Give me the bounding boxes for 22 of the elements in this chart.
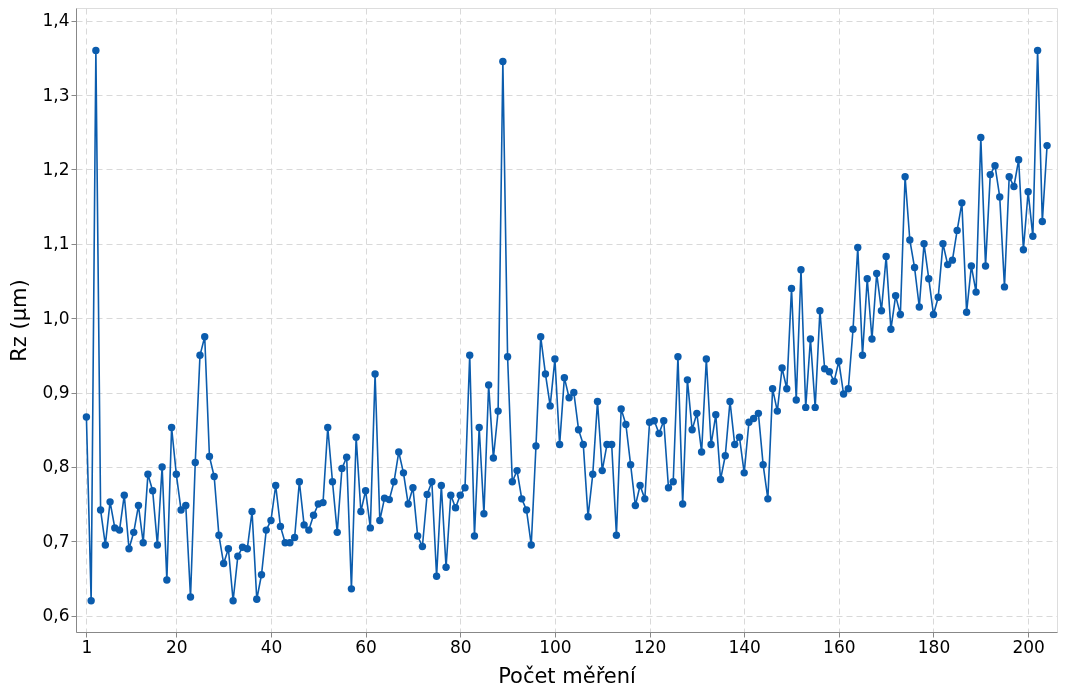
y-tick-label: 1,3 [42,84,70,105]
y-tick-label: 1,4 [42,10,70,31]
x-tick-label: 180 [917,636,951,657]
y-axis-title: Rz (µm) [7,279,32,362]
x-tick-label: 1 [81,636,93,657]
y-tick-label: 0,6 [42,605,70,626]
x-tick-label: 120 [633,636,667,657]
x-tick-label: 100 [539,636,572,657]
y-tick-label: 0,9 [42,382,70,403]
x-tick-label: 40 [260,636,283,657]
x-tick-label: 20 [166,636,188,657]
y-tick-label: 1,2 [42,158,70,179]
x-axis-title: Počet měření [498,663,638,688]
y-tick-label: 1,0 [42,307,70,328]
x-tick-label: 140 [728,636,761,657]
y-tick-label: 0,7 [42,530,70,551]
x-tick-label: 160 [823,636,856,657]
y-tick-label: 0,8 [42,456,70,477]
x-tick-label: 80 [449,636,472,657]
x-tick-label: 200 [1012,636,1045,657]
x-tick-label: 60 [355,636,377,657]
y-tick-label: 1,1 [42,233,70,254]
